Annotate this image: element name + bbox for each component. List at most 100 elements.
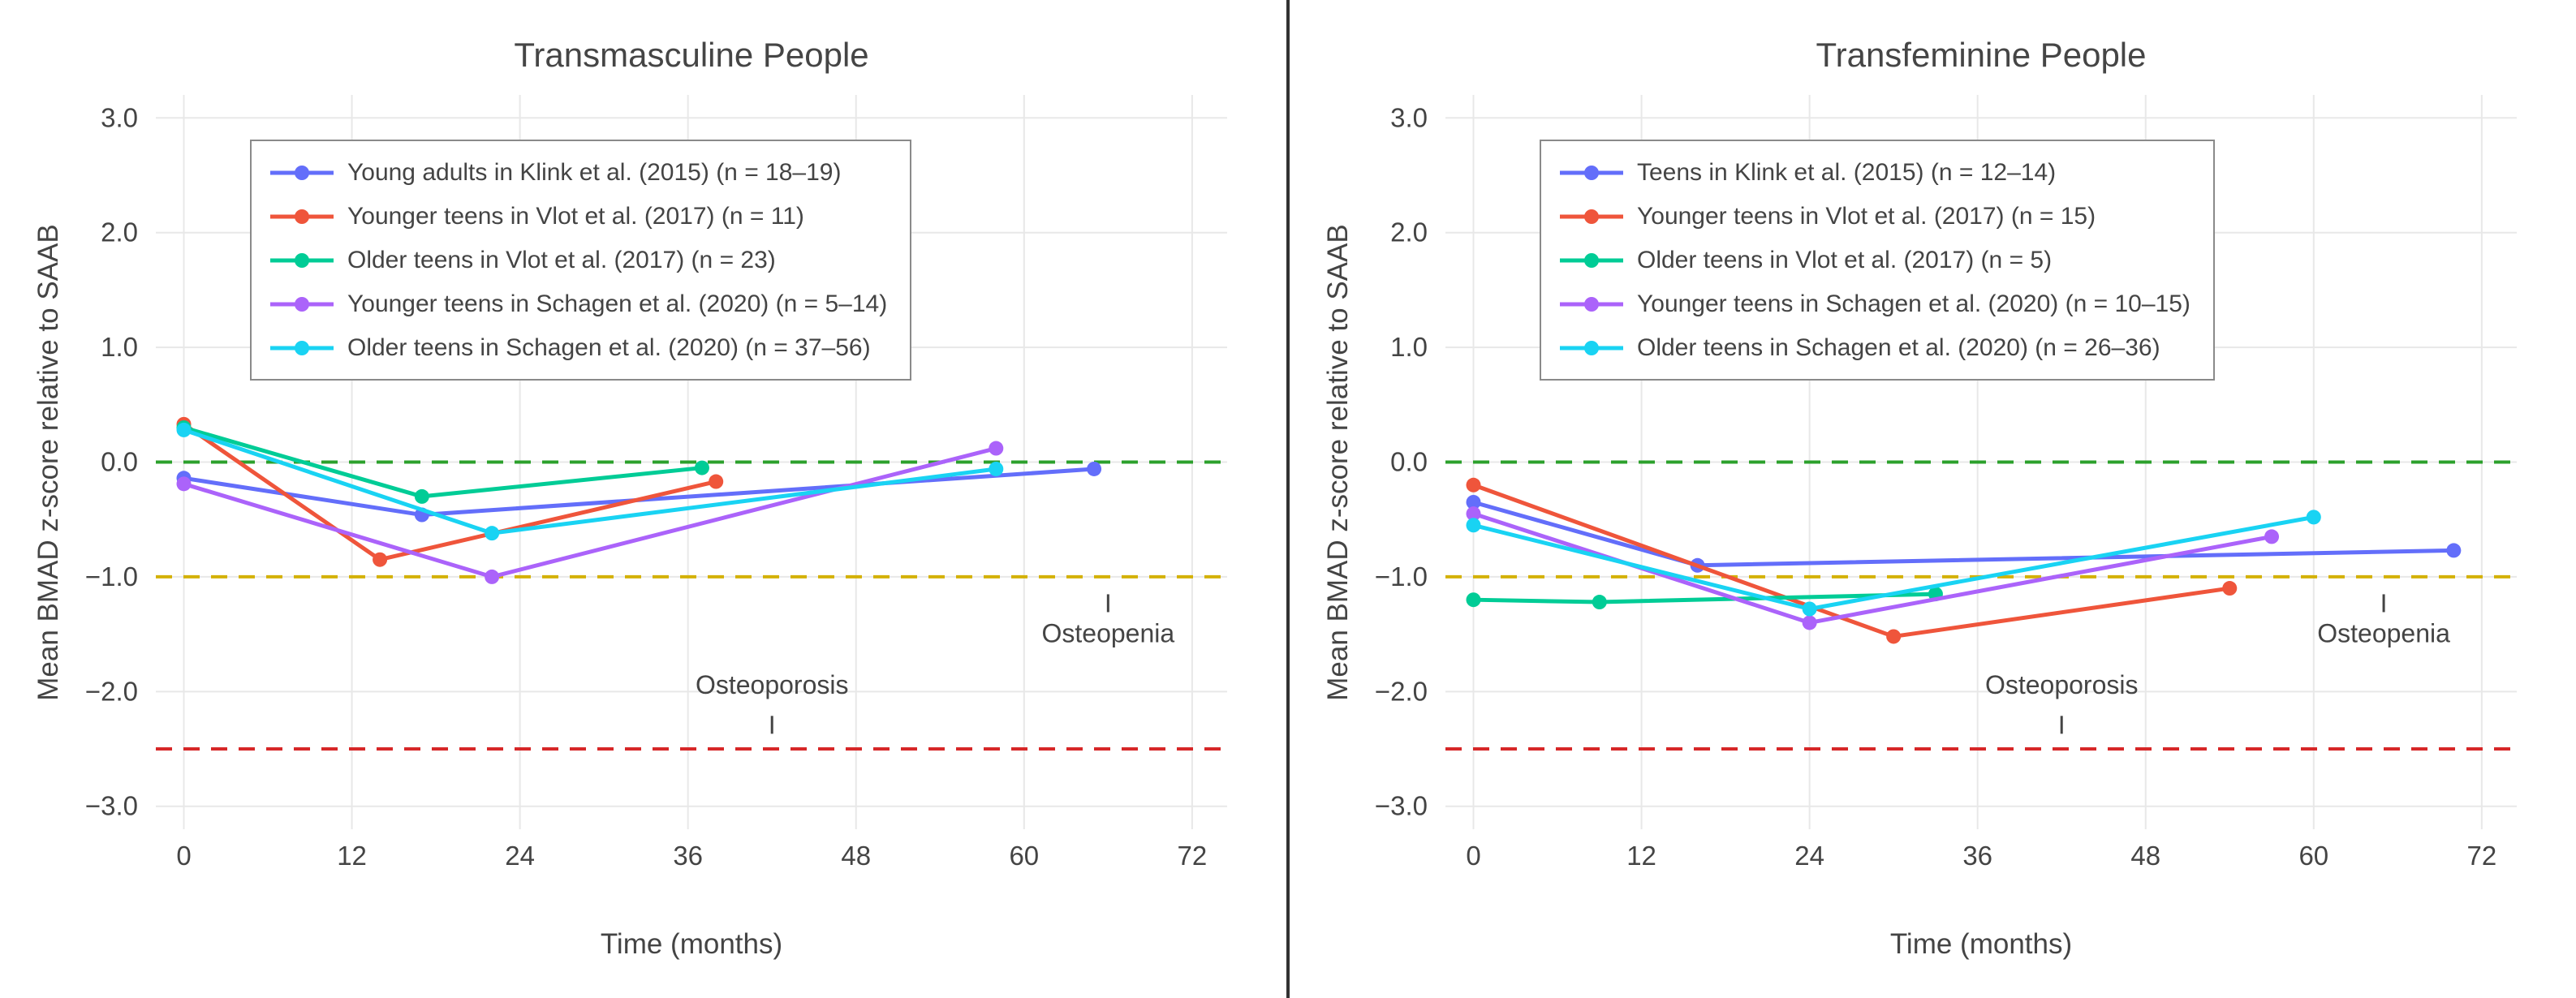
series-marker — [1592, 595, 1607, 610]
legend-sample-line — [1560, 165, 1623, 180]
x-tick-label: 24 — [505, 841, 535, 871]
y-tick-label: −1.0 — [85, 561, 138, 591]
legend-item[interactable]: Younger teens in Vlot et al. (2017) (n =… — [1557, 198, 2190, 234]
series-marker — [709, 474, 724, 489]
series-marker — [176, 476, 192, 492]
series-marker — [485, 569, 500, 584]
series-marker — [1802, 615, 1817, 630]
y-tick-label: −1.0 — [1375, 561, 1428, 591]
y-tick-label: −3.0 — [1375, 791, 1428, 821]
annotation-osteoporosis: Osteoporosis — [1985, 670, 2139, 699]
y-tick-label: 3.0 — [101, 102, 138, 132]
legend-label: Younger teens in Schagen et al. (2020) (… — [1637, 290, 2190, 317]
legend-sample-line — [270, 340, 334, 355]
series-marker — [989, 461, 1004, 476]
x-tick-label: 12 — [337, 841, 367, 871]
chart-plot-transmasculine: 0 12 24 36 48 60 72 3.0 2.0 1.0 0.0 −1.0 −2.0 −3.0 Ost… — [85, 95, 1227, 871]
legend-item[interactable]: Younger teens in Schagen et al. (2020) (… — [1557, 286, 2190, 322]
legend: Teens in Klink et al. (2015) (n = 12–14)… — [1540, 140, 2215, 381]
series-marker — [2222, 581, 2238, 596]
x-tick-label: 60 — [1009, 841, 1039, 871]
chart-title: Transmasculine People — [514, 36, 869, 74]
legend-label: Young adults in Klink et al. (2015) (n =… — [347, 158, 842, 186]
series-marker — [1466, 477, 1481, 493]
series-marker — [1466, 494, 1481, 510]
annotation-osteoporosis: Osteoporosis — [696, 670, 849, 699]
legend-sample-line — [270, 296, 334, 312]
series-marker — [2306, 510, 2321, 525]
series-marker — [1466, 592, 1481, 608]
series-marker — [989, 441, 1004, 456]
series-marker — [1087, 461, 1102, 476]
x-tick-label: 12 — [1626, 841, 1656, 871]
x-tick-label: 36 — [673, 841, 703, 871]
series-marker — [1886, 629, 1902, 644]
series-marker — [694, 460, 709, 475]
legend-sample-line — [270, 252, 334, 268]
series-marker — [2264, 529, 2280, 544]
legend-sample-line — [270, 209, 334, 224]
legend-label: Younger teens in Vlot et al. (2017) (n =… — [1637, 202, 2096, 230]
x-tick-label: 72 — [1178, 841, 1208, 871]
series-line — [182, 428, 998, 536]
x-tick-label: 48 — [2130, 841, 2160, 871]
legend-sample-line — [1560, 296, 1623, 312]
series-marker — [176, 422, 192, 437]
legend-item[interactable]: Young adults in Klink et al. (2015) (n =… — [268, 154, 887, 191]
series-line — [1471, 500, 2456, 568]
legend-label: Older teens in Schagen et al. (2020) (n … — [347, 333, 871, 361]
x-tick-label: 72 — [2467, 841, 2497, 871]
x-tick-label: 36 — [1962, 841, 1992, 871]
y-tick-label: −2.0 — [85, 676, 138, 706]
series-marker — [414, 488, 429, 504]
legend-label: Teens in Klink et al. (2015) (n = 12–14) — [1637, 158, 2057, 186]
x-tick-label: 48 — [841, 841, 871, 871]
chart-title: Transfeminine People — [1816, 36, 2147, 74]
y-axis-label: Mean BMAD z-score relative to SAAB — [1322, 224, 1354, 701]
annotation-osteopenia: Osteopenia — [1041, 619, 1174, 648]
annotation-osteopenia: Osteopenia — [2317, 619, 2450, 648]
x-tick-label: 0 — [176, 841, 191, 871]
legend-label: Younger teens in Schagen et al. (2020) (… — [347, 290, 888, 317]
y-tick-label: 1.0 — [1390, 332, 1428, 362]
y-tick-label: 0.0 — [1390, 447, 1428, 477]
x-axis-label: Time (months) — [1889, 928, 2073, 960]
series-marker — [1802, 601, 1817, 617]
series-marker — [373, 552, 388, 567]
series-marker — [485, 526, 500, 541]
legend-sample-line — [270, 165, 334, 180]
legend-item[interactable]: Younger teens in Schagen et al. (2020) (… — [268, 286, 887, 322]
legend-label: Older teens in Vlot et al. (2017) (n = 5… — [1637, 246, 2053, 273]
chart-panel-transmasculine: 0 12 24 36 48 60 72 3.0 2.0 1.0 0.0 −1.0 −2.0 −3.0 Ost… — [0, 0, 1286, 998]
y-tick-label: 1.0 — [101, 332, 138, 362]
legend-item[interactable]: Older teens in Schagen et al. (2020) (n … — [268, 329, 887, 366]
legend: Young adults in Klink et al. (2015) (n =… — [250, 140, 912, 381]
legend-item[interactable]: Younger teens in Vlot et al. (2017) (n =… — [268, 198, 887, 234]
series-marker — [1466, 506, 1481, 522]
y-tick-label: −3.0 — [85, 791, 138, 821]
chart-panel-transfeminine: 0 12 24 36 48 60 72 3.0 2.0 1.0 0.0 −1.0 −2.0 −3.0 Ost… — [1290, 0, 2576, 998]
legend-item[interactable]: Older teens in Vlot et al. (2017) (n = 2… — [268, 242, 887, 278]
y-tick-label: −2.0 — [1375, 676, 1428, 706]
legend-label: Younger teens in Vlot et al. (2017) (n =… — [347, 202, 804, 230]
y-tick-label: 2.0 — [101, 217, 138, 247]
legend-sample-line — [1560, 252, 1623, 268]
legend-item[interactable]: Older teens in Schagen et al. (2020) (n … — [1557, 329, 2190, 366]
legend-sample-line — [1560, 340, 1623, 355]
legend-item[interactable]: Teens in Klink et al. (2015) (n = 12–14) — [1557, 154, 2190, 191]
x-axis-label: Time (months) — [600, 928, 783, 960]
series-marker — [2446, 543, 2462, 558]
legend-sample-line — [1560, 209, 1623, 224]
legend-label: Older teens in Schagen et al. (2020) (n … — [1637, 333, 2160, 361]
legend-label: Older teens in Vlot et al. (2017) (n = 2… — [347, 246, 776, 273]
y-tick-label: 2.0 — [1390, 217, 1428, 247]
panel-divider — [1286, 0, 1290, 998]
x-tick-label: 0 — [1466, 841, 1480, 871]
x-tick-label: 60 — [2298, 841, 2328, 871]
y-axis-label: Mean BMAD z-score relative to SAAB — [32, 224, 64, 701]
legend-item[interactable]: Older teens in Vlot et al. (2017) (n = 5… — [1557, 242, 2190, 278]
series-marker — [1466, 518, 1481, 533]
x-tick-label: 24 — [1794, 841, 1824, 871]
y-tick-label: 0.0 — [101, 447, 138, 477]
